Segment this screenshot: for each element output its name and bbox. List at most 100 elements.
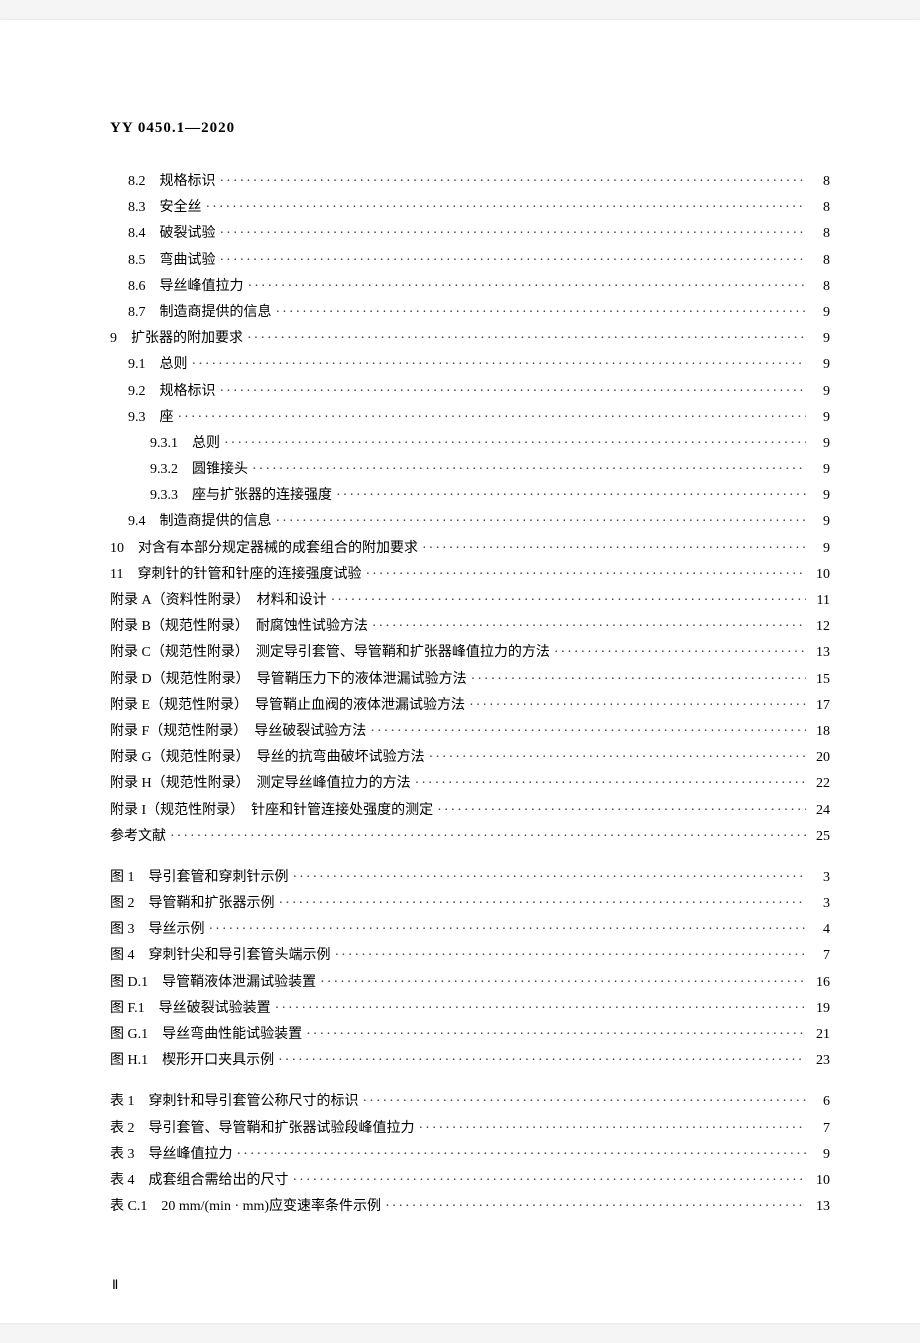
toc-page-number: 11 (810, 588, 830, 613)
toc-leader-dots (247, 326, 806, 351)
toc-entry: 图 4 穿刺针尖和导引套管头端示例7 (110, 943, 830, 968)
toc-label: 9.4 制造商提供的信息 (128, 509, 272, 534)
toc-entry: 图 G.1 导丝弯曲性能试验装置 21 (110, 1022, 830, 1047)
toc-entry: 图 F.1 导丝破裂试验装置 19 (110, 996, 830, 1021)
toc-label: 8.5 弯曲试验 (128, 248, 216, 273)
toc-label: 附录 A（资料性附录） 材料和设计 (110, 588, 327, 613)
toc-entry: 附录 E（规范性附录） 导管鞘止血阀的液体泄漏试验方法 17 (110, 693, 830, 718)
toc-page-number: 17 (810, 693, 830, 718)
toc-page-number: 23 (810, 1048, 830, 1073)
toc-label: 图 G.1 导丝弯曲性能试验装置 (110, 1022, 302, 1047)
toc-entry: 附录 B（规范性附录） 耐腐蚀性试验方法12 (110, 614, 830, 639)
toc-label: 9 扩张器的附加要求 (110, 326, 243, 351)
toc-leader-dots (209, 917, 807, 942)
toc-page-number: 9 (810, 536, 830, 561)
toc-leader-dots (363, 1089, 807, 1114)
toc-leader-dots (178, 405, 807, 430)
toc-entry: 附录 F（规范性附录） 导丝破裂试验方法18 (110, 719, 830, 744)
toc-entry: 表 1 穿刺针和导引套管公称尺寸的标识6 (110, 1089, 830, 1114)
toc-page-number: 22 (810, 771, 830, 796)
toc-label: 表 2 导引套管、导管鞘和扩张器试验段峰值拉力 (110, 1116, 415, 1141)
toc-label: 8.4 破裂试验 (128, 221, 216, 246)
toc-leader-dots (275, 996, 806, 1021)
toc-leader-dots (372, 614, 806, 639)
toc-leader-dots (220, 248, 807, 273)
toc-entry: 附录 H（规范性附录） 测定导丝峰值拉力的方法 22 (110, 771, 830, 796)
toc-leader-dots (276, 509, 807, 534)
toc-label: 9.3.3 座与扩张器的连接强度 (150, 483, 332, 508)
toc-leader-dots (278, 1048, 806, 1073)
toc-entry: 图 D.1 导管鞘液体泄漏试验装置16 (110, 970, 830, 995)
toc-page-number: 9 (810, 405, 830, 430)
toc-label: 表 4 成套组合需给出的尺寸 (110, 1168, 289, 1193)
toc-label: 8.2 规格标识 (128, 169, 216, 194)
toc-page-number: 7 (810, 1116, 830, 1141)
toc-leader-dots (279, 891, 807, 916)
toc-label: 10 对含有本部分规定器械的成套组合的附加要求 (110, 536, 418, 561)
toc-leader-dots (320, 970, 806, 995)
toc-leader-dots (336, 483, 806, 508)
toc-container: 8.2 规格标识88.3 安全丝88.4 破裂试验88.5 弯曲试验88.6 导… (110, 169, 830, 1219)
toc-label: 8.6 导丝峰值拉力 (128, 274, 244, 299)
toc-page-number: 9 (810, 326, 830, 351)
toc-leader-dots (276, 300, 807, 325)
toc-entry: 9.4 制造商提供的信息9 (110, 509, 830, 534)
toc-entry: 10 对含有本部分规定器械的成套组合的附加要求 9 (110, 536, 830, 561)
toc-label: 附录 B（规范性附录） 耐腐蚀性试验方法 (110, 614, 368, 639)
toc-entry: 参考文献25 (110, 824, 830, 849)
toc-page-number: 13 (810, 640, 830, 665)
toc-page-number: 8 (810, 169, 830, 194)
toc-page-number: 9 (810, 431, 830, 456)
toc-entry: 8.7 制造商提供的信息9 (110, 300, 830, 325)
toc-leader-dots (224, 431, 806, 456)
toc-entry: 附录 I（规范性附录） 针座和针管连接处强度的测定24 (110, 798, 830, 823)
toc-leader-dots (429, 745, 806, 770)
toc-page-number: 24 (810, 798, 830, 823)
toc-page-number: 18 (810, 719, 830, 744)
toc-entry: 表 3 导丝峰值拉力9 (110, 1142, 830, 1167)
toc-label: 图 F.1 导丝破裂试验装置 (110, 996, 271, 1021)
toc-leader-dots (192, 352, 807, 377)
toc-label: 附录 E（规范性附录） 导管鞘止血阀的液体泄漏试验方法 (110, 693, 465, 718)
toc-leader-dots (385, 1194, 806, 1219)
toc-entry: 附录 D（规范性附录） 导管鞘压力下的液体泄漏试验方法15 (110, 667, 830, 692)
toc-page-number: 8 (810, 248, 830, 273)
toc-page-number: 20 (810, 745, 830, 770)
toc-label: 附录 C（规范性附录） 测定导引套管、导管鞘和扩张器峰值拉力的方法 (110, 640, 550, 665)
toc-entry: 8.4 破裂试验8 (110, 221, 830, 246)
toc-leader-dots (170, 824, 806, 849)
toc-entry: 表 C.1 20 mm/(min · mm)应变速率条件示例13 (110, 1194, 830, 1219)
toc-entry: 9.1 总则9 (110, 352, 830, 377)
toc-page-number: 4 (810, 917, 830, 942)
document-page: YY 0450.1—2020 8.2 规格标识88.3 安全丝88.4 破裂试验… (0, 20, 920, 1323)
toc-leader-dots (220, 169, 807, 194)
toc-entry: 9.3.2 圆锥接头9 (110, 457, 830, 482)
toc-entry: 表 2 导引套管、导管鞘和扩张器试验段峰值拉力 7 (110, 1116, 830, 1141)
toc-leader-dots (293, 1168, 807, 1193)
toc-page-number: 21 (810, 1022, 830, 1047)
toc-page-number: 9 (810, 483, 830, 508)
toc-leader-dots (237, 1142, 807, 1167)
toc-page-number: 19 (810, 996, 830, 1021)
toc-entry: 附录 A（资料性附录） 材料和设计 11 (110, 588, 830, 613)
standard-code-header: YY 0450.1—2020 (110, 120, 830, 137)
toc-entry: 图 3 导丝示例4 (110, 917, 830, 942)
toc-page-number: 3 (810, 865, 830, 890)
toc-leader-dots (306, 1022, 806, 1047)
toc-page-number: 16 (810, 970, 830, 995)
toc-leader-dots (331, 588, 806, 613)
toc-label: 图 1 导引套管和穿刺针示例 (110, 865, 289, 890)
toc-label: 附录 H（规范性附录） 测定导丝峰值拉力的方法 (110, 771, 411, 796)
toc-page-number: 10 (810, 1168, 830, 1193)
toc-page-number: 15 (810, 667, 830, 692)
toc-entry: 9.3.3 座与扩张器的连接强度 9 (110, 483, 830, 508)
toc-leader-dots (415, 771, 806, 796)
toc-leader-dots (220, 221, 807, 246)
toc-label: 附录 G（规范性附录） 导丝的抗弯曲破坏试验方法 (110, 745, 425, 770)
toc-leader-dots (469, 693, 806, 718)
toc-leader-dots (419, 1116, 807, 1141)
toc-entry: 11 穿刺针的针管和针座的连接强度试验10 (110, 562, 830, 587)
toc-entry: 8.5 弯曲试验 8 (110, 248, 830, 273)
toc-label: 图 4 穿刺针尖和导引套管头端示例 (110, 943, 331, 968)
toc-leader-dots (248, 274, 807, 299)
